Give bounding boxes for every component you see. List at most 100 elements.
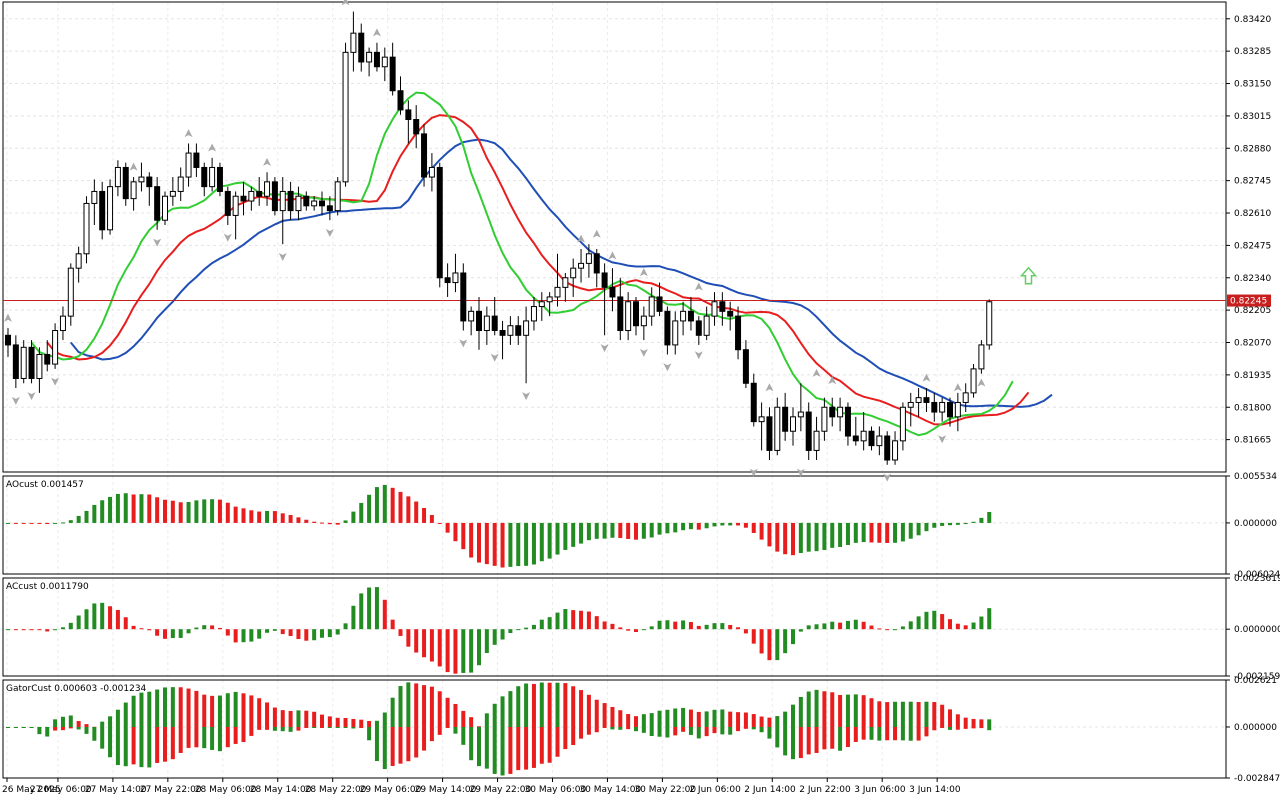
buy-signal-arrow-icon — [1019, 266, 1038, 285]
grid-layer — [3, 2, 1226, 779]
candle-body — [146, 176, 153, 188]
ao-bar — [312, 521, 317, 523]
gator-upper-bar — [618, 710, 623, 727]
gator-lower-bar — [798, 726, 803, 759]
gator-lower-bar — [681, 726, 686, 732]
ac-bar — [53, 629, 58, 631]
gator-upper-bar — [547, 682, 552, 727]
gator-lower-bar — [76, 726, 81, 730]
ac-bar — [877, 628, 882, 630]
ac-bar — [681, 620, 686, 630]
gator-lower-bar — [45, 726, 50, 737]
fractal-up-marker — [639, 268, 648, 277]
fractal-up-marker — [608, 251, 617, 260]
gator-lower-bar — [139, 726, 144, 768]
time-label: 30 May 06:00 — [525, 785, 587, 795]
fractal-down-marker — [938, 435, 947, 444]
candle-body — [107, 186, 114, 231]
gator-upper-bar — [186, 688, 191, 727]
ao-bar — [720, 522, 725, 526]
candle-body — [295, 195, 302, 212]
gator-lower-bar — [437, 726, 442, 735]
gator-upper-bar — [327, 716, 332, 727]
ac-bar — [979, 616, 984, 630]
gator-lower-bar — [335, 726, 340, 728]
fractal-up-marker — [129, 162, 138, 171]
ac-bar — [814, 624, 819, 630]
ac-bar — [139, 628, 144, 630]
ao-bar — [445, 522, 450, 533]
ac-bar — [147, 629, 152, 631]
ac-bar — [775, 629, 780, 661]
ao-bar — [751, 522, 756, 533]
gator-upper-bar — [853, 694, 858, 727]
fractal-up-marker — [592, 229, 601, 238]
gator-lower-bar — [657, 726, 662, 737]
fractals — [4, 0, 1038, 482]
ao-bar — [257, 511, 262, 523]
ac-bar — [359, 593, 364, 630]
gator-upper-bar — [139, 692, 144, 727]
ac-bar — [571, 610, 576, 630]
candle-body — [931, 401, 938, 413]
ao-bar — [563, 522, 568, 550]
price-tick-label: 0.83420 — [1234, 15, 1271, 25]
ac-bar — [343, 623, 348, 630]
fractal-down-marker — [11, 396, 20, 405]
fractal-up-marker — [4, 313, 12, 322]
candle-body — [860, 430, 867, 442]
gator-upper-bar — [728, 711, 733, 727]
ao-bar — [367, 494, 372, 523]
ac-bar — [367, 587, 372, 630]
gator-lower-bar — [163, 726, 167, 762]
gator-lower-bar — [814, 726, 819, 753]
ao-bar — [186, 501, 191, 523]
gator-upper-bar — [893, 701, 898, 727]
ac-bar — [563, 609, 568, 630]
gator-lower-bar — [736, 726, 741, 732]
gator-upper-bar — [908, 701, 913, 727]
time-label: 2 Jun 22:00 — [799, 785, 851, 795]
ac-bar — [202, 625, 207, 630]
gator-upper-bar — [712, 709, 717, 727]
ao-bar — [492, 522, 497, 566]
ac-bar — [115, 609, 120, 630]
gator-lower-bar — [194, 726, 199, 748]
gator-lower-bar — [822, 726, 827, 750]
ao-bar — [469, 522, 474, 558]
gator-upper-bar — [885, 702, 890, 727]
fractal-up-marker — [263, 157, 272, 166]
ac-bar — [374, 587, 379, 630]
candle-body — [546, 296, 553, 303]
ao-bar — [657, 522, 662, 535]
ac-bar — [508, 629, 513, 634]
candle-body — [680, 310, 687, 322]
ao-bar — [791, 522, 795, 556]
candle-body — [766, 416, 773, 451]
ac-bar — [233, 629, 238, 643]
gator-upper-bar — [743, 712, 748, 727]
gator-lower-bar — [233, 726, 238, 744]
ac-bar — [657, 620, 662, 630]
gator-lower-bar — [555, 726, 560, 757]
ac-bar — [838, 622, 843, 630]
ao-bar — [131, 494, 136, 523]
ao-bar — [696, 522, 701, 530]
fractal-down-marker — [490, 353, 499, 362]
candle-body — [711, 301, 718, 317]
gator-lower-bar — [885, 726, 890, 741]
gator-upper-bar — [477, 726, 481, 728]
gator-lower-bar — [390, 726, 395, 766]
alligator-jaw-line — [70, 138, 1053, 408]
gator-upper-bar — [594, 699, 599, 727]
gator-upper-bar — [657, 710, 662, 727]
ao-bar — [422, 507, 427, 523]
ao-bar — [217, 499, 222, 523]
price-tick-label: 0.82475 — [1234, 241, 1271, 251]
candle-body — [373, 51, 380, 68]
ac-bar — [186, 629, 191, 634]
fractal-up-marker — [812, 368, 821, 377]
candle-body — [381, 56, 388, 68]
